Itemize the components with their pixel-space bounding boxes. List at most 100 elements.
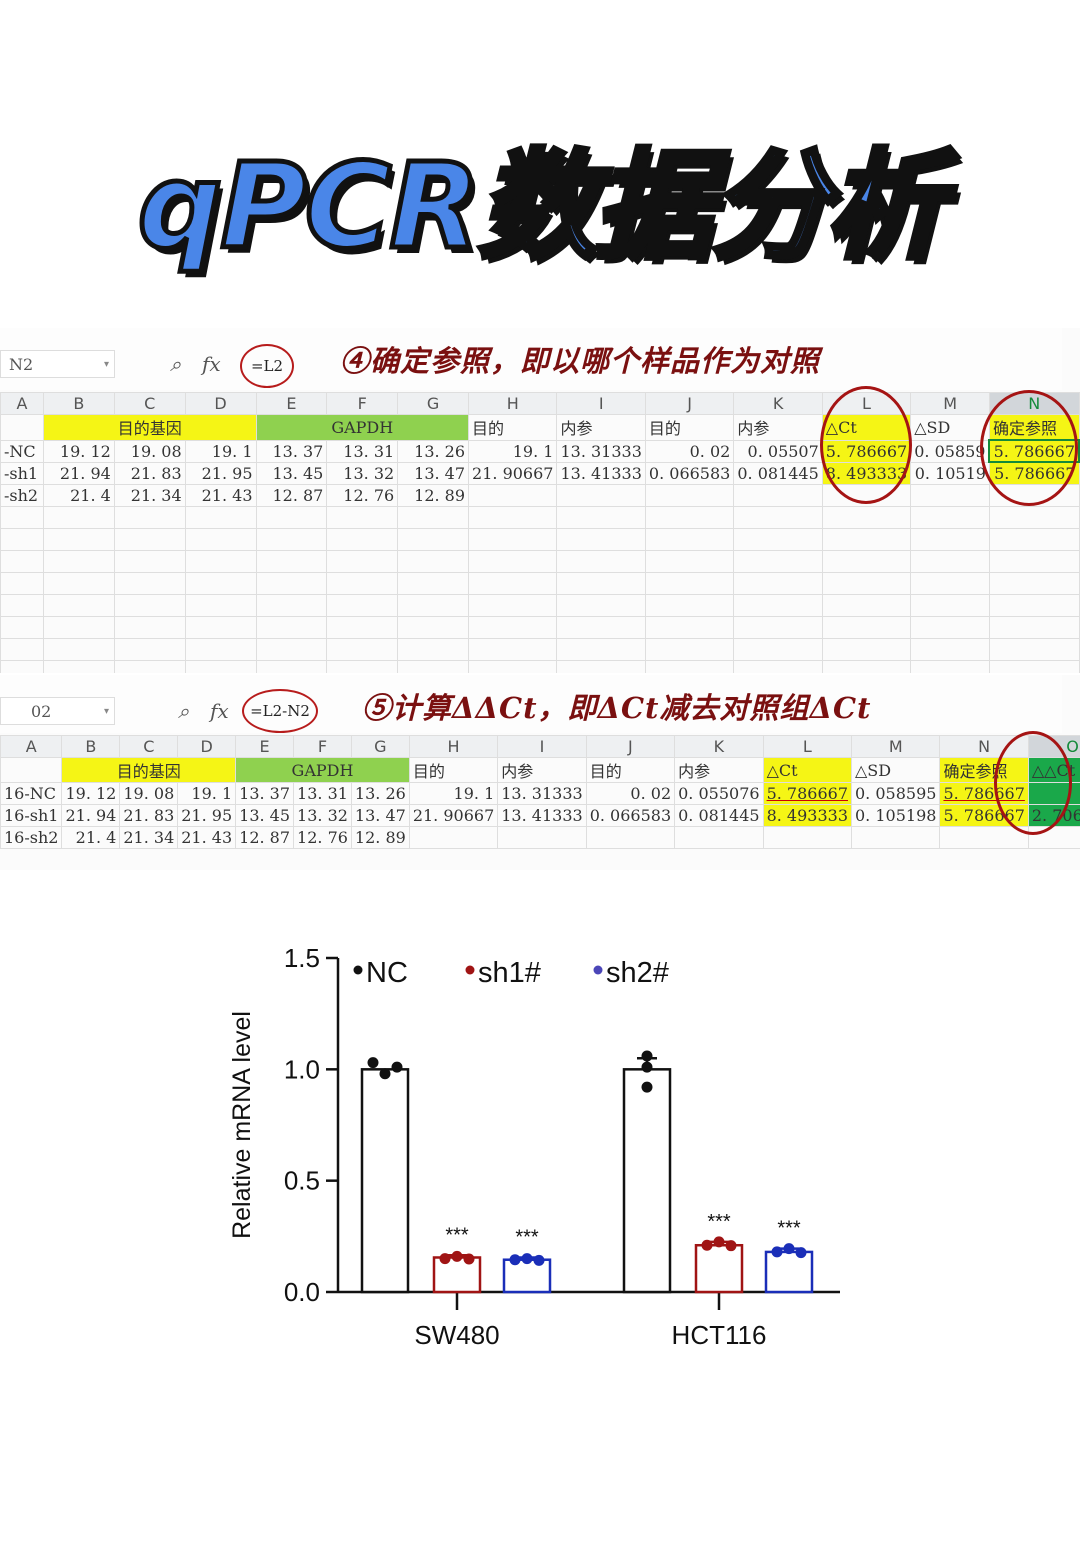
cell[interactable]: 12. 87 (255, 483, 328, 507)
zoom-icon[interactable]: ⌕ (178, 699, 190, 723)
cell[interactable]: 21. 95 (177, 804, 237, 827)
col-header-d[interactable]: D (184, 392, 257, 415)
col-header-h[interactable]: H (408, 735, 499, 758)
col-header-b[interactable]: B (61, 735, 121, 758)
cell[interactable]: 0. 066583 (585, 804, 676, 827)
cell-target-sd-label[interactable]: 目的 (644, 414, 735, 441)
cell[interactable]: 21. 4 (61, 826, 121, 849)
cell[interactable]: 0. 055076 (674, 782, 764, 805)
col-header-m[interactable]: M (850, 735, 941, 758)
cell[interactable]: 21. 94 (61, 804, 121, 827)
col-header-a[interactable]: A (0, 392, 44, 415)
cell[interactable] (910, 483, 990, 507)
col-header-g[interactable]: G (397, 392, 470, 415)
zoom-icon[interactable]: ⌕ (170, 352, 182, 376)
col-header-j[interactable]: J (585, 735, 676, 758)
cell-gapdh-label[interactable]: GAPDH (235, 757, 410, 783)
col-header-c[interactable]: C (119, 735, 179, 758)
cell[interactable]: 13. 32 (326, 461, 399, 485)
cell[interactable] (468, 483, 558, 507)
cell[interactable]: 19. 1 (408, 782, 499, 805)
cell[interactable]: 19. 1 (184, 439, 257, 463)
cell[interactable]: 21. 90667 (408, 804, 499, 827)
cell-target-mean-label[interactable]: 目的 (408, 757, 499, 783)
cell[interactable]: 12. 76 (326, 483, 399, 507)
col-header-m[interactable]: M (910, 392, 990, 415)
cell[interactable] (0, 757, 63, 783)
name-box[interactable]: N2 ▾ (0, 350, 115, 378)
cell[interactable]: 19. 12 (61, 782, 121, 805)
cell[interactable]: 0. 081445 (733, 461, 823, 485)
cell[interactable]: 13. 37 (255, 439, 328, 463)
cell[interactable]: 13. 31333 (497, 782, 587, 805)
formula-value[interactable]: =L2 (240, 344, 294, 388)
cell-dsd-label[interactable]: △SD (850, 757, 941, 783)
col-header-j[interactable]: J (644, 392, 735, 415)
cell[interactable]: 21. 43 (177, 826, 237, 849)
col-header-c[interactable]: C (113, 392, 186, 415)
cell[interactable]: 13. 31333 (556, 439, 646, 463)
cell[interactable] (644, 483, 735, 507)
cell-target-sd-label[interactable]: 目的 (585, 757, 676, 783)
col-header-l[interactable]: L (762, 735, 853, 758)
cell-sample[interactable]: 16-sh1 (0, 804, 63, 827)
cell[interactable] (762, 826, 853, 849)
col-header-k[interactable]: K (733, 392, 823, 415)
cell-target-gene-label[interactable]: 目的基因 (42, 414, 257, 441)
cell[interactable]: 19. 1 (468, 439, 558, 463)
col-header-f[interactable]: F (293, 735, 352, 758)
col-header-f[interactable]: F (326, 392, 399, 415)
cell[interactable] (733, 483, 823, 507)
chevron-down-icon[interactable]: ▾ (103, 706, 109, 717)
cell[interactable]: 21. 94 (42, 461, 115, 485)
cell-sample[interactable]: 16-sh2 (0, 826, 63, 849)
cell[interactable]: 13. 26 (397, 439, 470, 463)
cell-ref-mean-label[interactable]: 内参 (556, 414, 646, 441)
col-header-h[interactable]: H (468, 392, 558, 415)
cell[interactable]: 13. 41333 (556, 461, 646, 485)
col-header-g[interactable]: G (350, 735, 410, 758)
cell[interactable]: 21. 90667 (468, 461, 558, 485)
cell-dsd-label[interactable]: △SD (910, 414, 990, 441)
cell[interactable]: 21. 34 (113, 483, 186, 507)
cell[interactable]: 13. 31 (293, 782, 352, 805)
chevron-down-icon[interactable]: ▾ (103, 359, 109, 370)
cell-ref-sd-label[interactable]: 内参 (674, 757, 764, 783)
cell[interactable] (408, 826, 499, 849)
cell-gapdh-label[interactable]: GAPDH (255, 414, 470, 441)
cell[interactable]: 13. 37 (235, 782, 295, 805)
cell[interactable]: 13. 31 (326, 439, 399, 463)
cell[interactable]: 21. 43 (184, 483, 257, 507)
cell[interactable]: 12. 76 (293, 826, 352, 849)
function-icon[interactable]: fx (210, 699, 229, 723)
cell[interactable]: 21. 95 (184, 461, 257, 485)
cell[interactable]: 21. 4 (42, 483, 115, 507)
name-box[interactable]: 02 ▾ (0, 697, 115, 725)
cell[interactable]: 12. 89 (350, 826, 410, 849)
cell-sample[interactable]: -NC (0, 439, 44, 463)
col-header-b[interactable]: B (42, 392, 115, 415)
cell-dct[interactable]: 8. 493333 (762, 804, 853, 827)
cell[interactable]: 0. 058595 (850, 782, 941, 805)
cell[interactable]: 13. 26 (350, 782, 410, 805)
cell[interactable]: 0. 066583 (644, 461, 735, 485)
cell-ref-sd-label[interactable]: 内参 (733, 414, 823, 441)
cell-sample[interactable]: -sh1 (0, 461, 44, 485)
cell[interactable]: 0. 05507 (733, 439, 823, 463)
col-header-i[interactable]: I (556, 392, 646, 415)
function-icon[interactable]: fx (202, 352, 221, 376)
cell[interactable]: 19. 08 (113, 439, 186, 463)
cell[interactable]: 0. 05859 (910, 439, 990, 463)
cell[interactable] (497, 826, 587, 849)
col-header-k[interactable]: K (674, 735, 764, 758)
cell[interactable]: 13. 32 (293, 804, 352, 827)
cell[interactable]: 0. 10519 (910, 461, 990, 485)
col-header-e[interactable]: E (255, 392, 328, 415)
col-header-i[interactable]: I (497, 735, 587, 758)
cell[interactable]: 12. 89 (397, 483, 470, 507)
cell-sample[interactable]: 16-NC (0, 782, 63, 805)
cell[interactable]: 21. 83 (113, 461, 186, 485)
cell[interactable]: 13. 47 (397, 461, 470, 485)
cell-ref-mean-label[interactable]: 内参 (497, 757, 587, 783)
cell[interactable]: 13. 45 (235, 804, 295, 827)
